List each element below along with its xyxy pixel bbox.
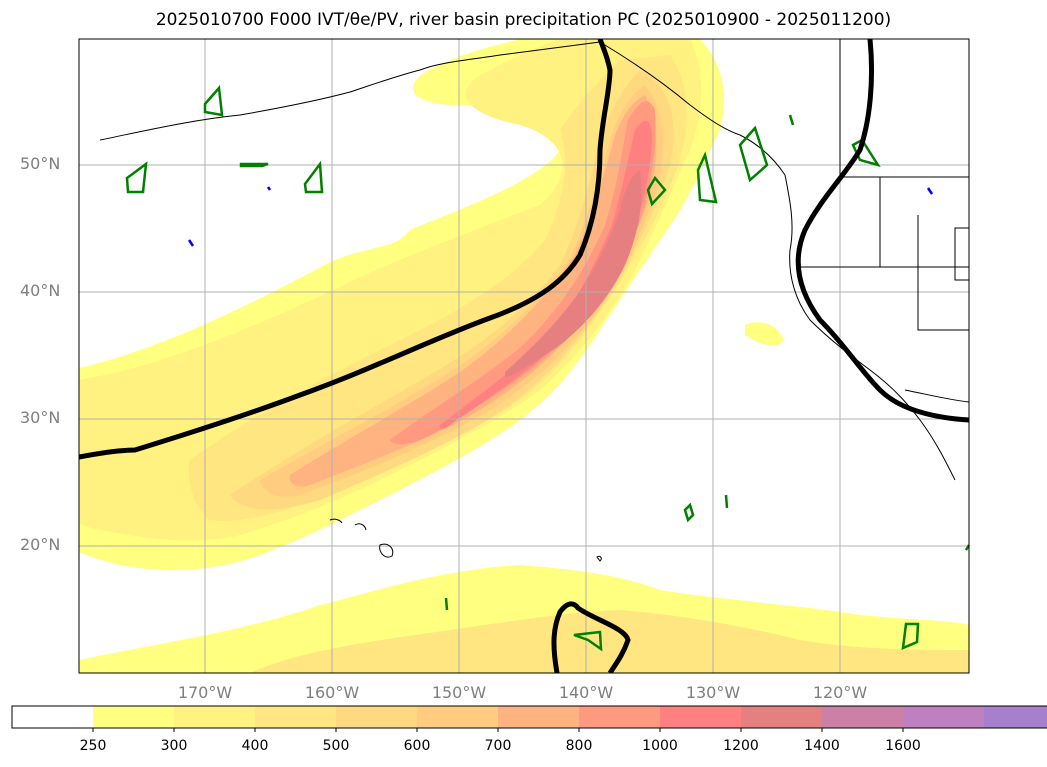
colorbar-tick-label: 300 xyxy=(160,738,188,754)
colorbar-segment xyxy=(822,706,903,728)
colorbar-tick-label: 1600 xyxy=(885,738,921,754)
colorbar-tick-label: 400 xyxy=(241,738,269,754)
negative-contours xyxy=(187,186,934,247)
ivt-theta-contours xyxy=(79,39,969,673)
colorbar-segment xyxy=(174,706,255,728)
colorbar-segment xyxy=(660,706,741,728)
lon-label-170w: 170°W xyxy=(177,683,233,702)
colorbar-tick-label: 700 xyxy=(484,738,512,754)
colorbar-segment xyxy=(498,706,579,728)
plot-frame xyxy=(78,38,970,674)
colorbar-outline xyxy=(11,705,1047,729)
lon-label-150w: 150°W xyxy=(431,683,487,702)
colorbar-segments xyxy=(11,705,1047,732)
coastlines xyxy=(99,39,969,562)
colorbar-tick-label: 1400 xyxy=(804,738,840,754)
lon-label-140w: 140°W xyxy=(558,683,614,702)
lon-label-160w: 160°W xyxy=(304,683,360,702)
lat-label-20n: 20°N xyxy=(20,535,61,554)
ivt-shading xyxy=(79,39,969,673)
lat-label-30n: 30°N xyxy=(20,408,61,427)
colorbar-tick-label: 600 xyxy=(403,738,431,754)
lat-label-40n: 40°N xyxy=(20,281,61,300)
lat-label-50n: 50°N xyxy=(20,154,61,173)
colorbar-segment xyxy=(741,706,822,728)
colorbar-segment-extend xyxy=(984,706,1047,728)
colorbar-segment xyxy=(93,706,174,728)
colorbar-tick-label: 1200 xyxy=(723,738,759,754)
colorbar-segment xyxy=(579,706,660,728)
colorbar-tick-label: 500 xyxy=(322,738,350,754)
lon-label-120w: 120°W xyxy=(812,683,868,702)
colorbar-segment xyxy=(903,706,984,728)
lon-label-130w: 130°W xyxy=(685,683,741,702)
colorbar-segment xyxy=(336,706,417,728)
map-title: 2025010700 F000 IVT/θe/PV, river basin p… xyxy=(155,10,892,30)
colorbar-segment xyxy=(255,706,336,728)
colorbar-tick-label: 800 xyxy=(565,738,593,754)
graticule xyxy=(79,39,969,673)
colorbar-tick-label: 1000 xyxy=(642,738,678,754)
colorbar-segment-below xyxy=(12,706,93,728)
colorbar-tick-label: 250 xyxy=(79,738,107,754)
colorbar-segment xyxy=(417,706,498,728)
